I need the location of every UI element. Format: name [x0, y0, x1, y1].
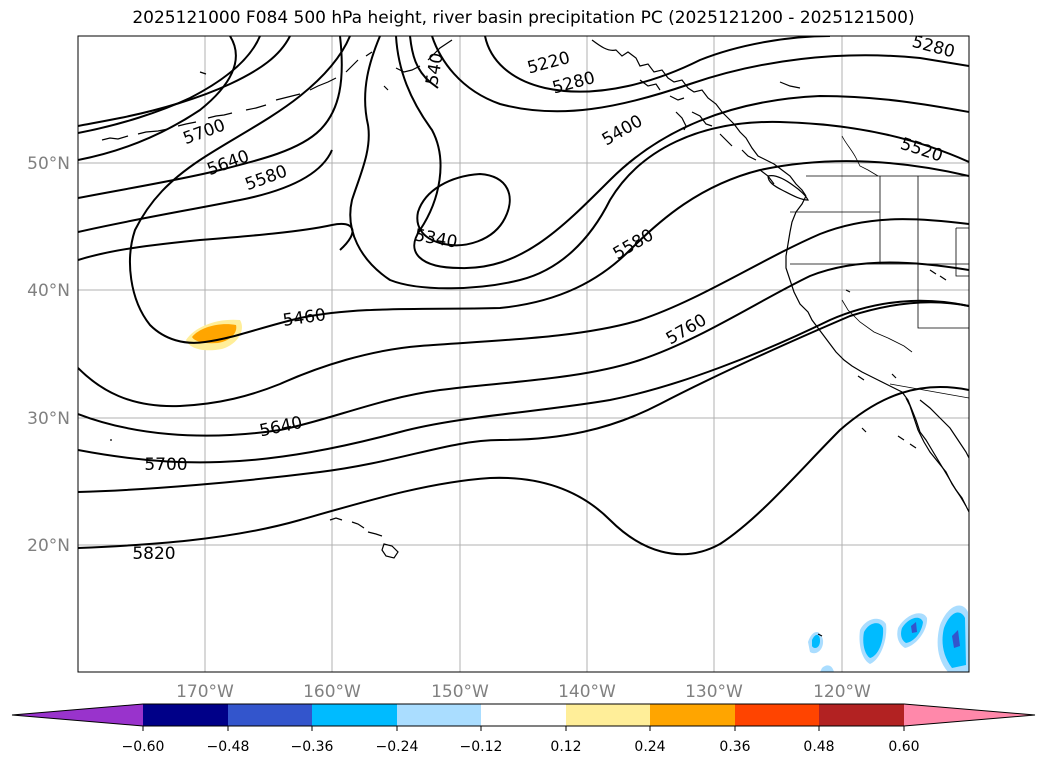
- lat-label: 50°N: [27, 154, 70, 174]
- colorbar-tick: −0.24: [376, 739, 419, 755]
- colorbar-tick: −0.36: [291, 739, 334, 755]
- colorbar-swatch: [312, 704, 397, 726]
- precip-shading: [186, 319, 969, 672]
- lat-label: 30°N: [27, 409, 70, 429]
- lat-label: 20°N: [27, 536, 70, 556]
- colorbar-tick: 0.48: [803, 739, 834, 755]
- colorbar-swatch: [143, 704, 228, 726]
- colorbar-swatch: [566, 704, 650, 726]
- latitude-labels: 50°N 40°N 30°N 20°N: [27, 154, 70, 556]
- state-borders: [790, 135, 969, 399]
- colorbar-tick: −0.60: [122, 739, 165, 755]
- lon-label: 140°W: [558, 682, 616, 702]
- lon-label: 160°W: [303, 682, 361, 702]
- colorbar-tick: 0.36: [719, 739, 750, 755]
- colorbar: −0.60 −0.48 −0.36 −0.24 −0.12 0.12 0.24 …: [11, 703, 1036, 755]
- colorbar-swatch: [735, 704, 819, 726]
- colorbar-swatch: [650, 704, 735, 726]
- colorbar-tick: −0.48: [207, 739, 250, 755]
- colorbar-swatch: [397, 704, 481, 726]
- lat-label: 40°N: [27, 281, 70, 301]
- colorbar-tick: 0.12: [550, 739, 581, 755]
- colorbar-tick: 0.60: [888, 739, 919, 755]
- map-title: 2025121000 F084 500 hPa height, river ba…: [132, 8, 915, 28]
- lon-label: 120°W: [813, 682, 871, 702]
- coastlines: [101, 39, 969, 637]
- colorbar-extend-left: [12, 704, 143, 726]
- colorbar-swatch: [481, 704, 566, 726]
- colorbar-swatch: [228, 704, 312, 726]
- contour-label: 5820: [132, 544, 175, 564]
- colorbar-tick: −0.12: [460, 739, 503, 755]
- colorbar-swatch: [819, 704, 904, 726]
- height-contours: [78, 36, 969, 556]
- lon-label: 130°W: [685, 682, 743, 702]
- lon-label: 150°W: [431, 682, 489, 702]
- colorbar-extend-right: [904, 704, 1035, 726]
- colorbar-tick: 0.24: [634, 739, 665, 755]
- contour-label: 5700: [144, 455, 187, 475]
- map-border: [77, 35, 970, 673]
- longitude-labels: 170°W 160°W 150°W 140°W 130°W 120°W: [176, 682, 871, 702]
- graticule: [78, 36, 969, 672]
- map-area: [78, 36, 969, 672]
- lon-label: 170°W: [176, 682, 234, 702]
